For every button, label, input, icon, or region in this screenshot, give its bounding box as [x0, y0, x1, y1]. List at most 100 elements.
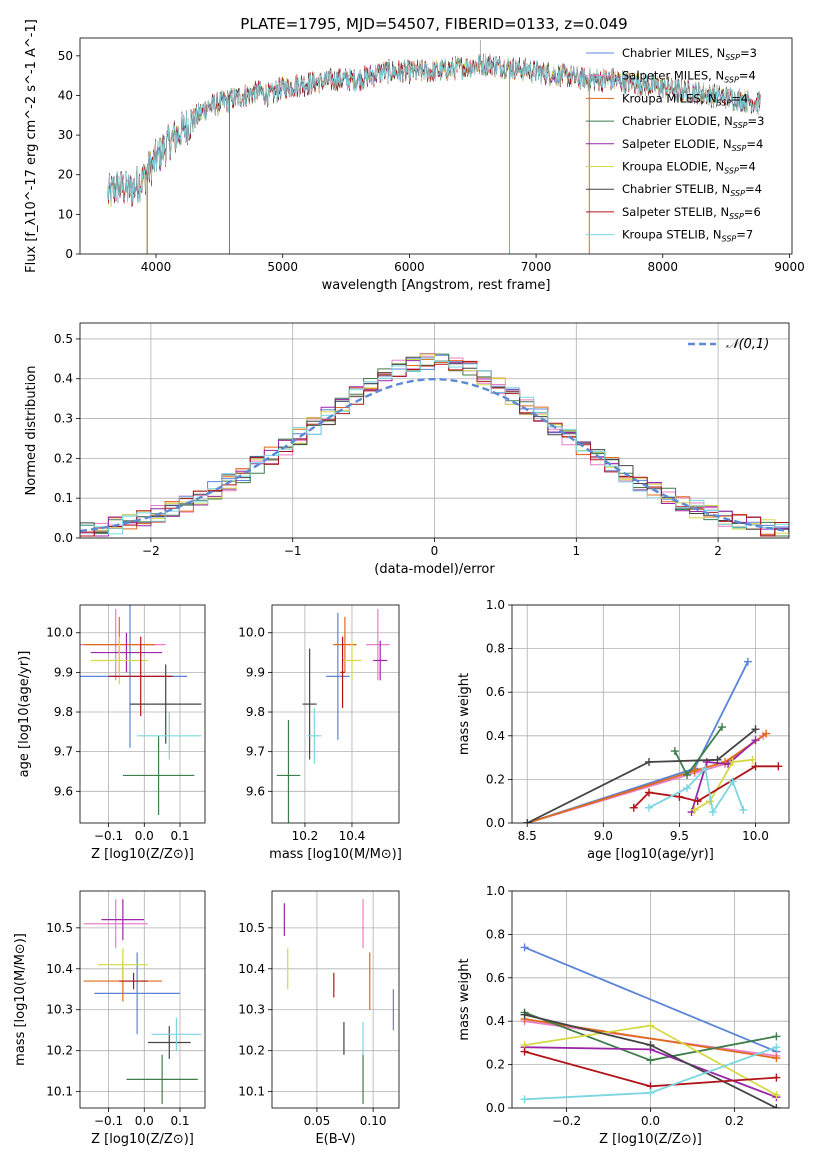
weight-series-6: [520, 1010, 781, 1108]
x-tick-label: 10.2: [292, 829, 319, 843]
plot-area-massweight_vs_age: [523, 657, 783, 823]
chart-massweight_vs_Z: −0.2 0.0 0.2 0.0 0.2 0.4 0.6 0.8 1.0 Z [log10(Z/Z…: [457, 884, 790, 1147]
figure-title: PLATE=1795, MJD=54507, FIBERID=0133, z=0…: [240, 15, 627, 33]
normal-reference-curve: [80, 378, 789, 533]
chart-age_vs_Z: −0.1 0.0 0.1 9.6 9.7 9.8 9.9 10.0 Z [log10(Z/Z⊙)…: [17, 604, 206, 862]
y-tick-label: 9.7: [54, 745, 73, 759]
x-tick-label: 0.0: [135, 829, 154, 843]
y-tick-label: 10.2: [238, 1044, 265, 1058]
y-tick-label: 10.3: [46, 1003, 73, 1017]
x-tick-label: −0.2: [552, 1114, 581, 1128]
plot-area-mass_vs_Z: [83, 899, 202, 1104]
y-tick-label: 10.4: [46, 962, 73, 976]
weight-series-5: [520, 1021, 781, 1099]
x-tick-label: −2: [142, 544, 160, 558]
legend-entry: Kroupa ELODIE, NSSP=4: [622, 160, 756, 176]
y-tick-label: 0.8: [486, 642, 505, 656]
y-tick-label: 9.9: [54, 665, 73, 679]
plot-area-mass_vs_ebv: [283, 899, 394, 1104]
legend-entry: Chabrier STELIB, NSSP=4: [622, 182, 762, 198]
x-tick-label: 0.1: [170, 829, 189, 843]
y-axis-label: Normed distribution: [24, 366, 39, 496]
weight-series-5: [690, 755, 757, 814]
x-tick-label: 0.10: [360, 1114, 387, 1128]
x-tick-label: 9000: [774, 260, 805, 274]
y-tick-label: 0.0: [54, 531, 73, 545]
y-tick-label: 10.5: [238, 921, 265, 935]
y-tick-label: 10.1: [238, 1085, 265, 1099]
legend-entry: Salpeter MILES, NSSP=4: [622, 69, 756, 85]
errorbar-point: [122, 735, 195, 816]
errorbar-point: [340, 636, 345, 709]
legend-entry: Chabrier MILES, NSSP=3: [622, 46, 757, 62]
y-tick-label: 9.6: [246, 784, 265, 798]
x-axis-label: Z [log10(Z/Z⊙)]: [91, 1132, 194, 1147]
errorbar-point: [373, 640, 388, 681]
y-tick-label: 0.6: [486, 971, 505, 985]
errorbar-point: [276, 719, 301, 823]
chart-residuals: −2 −1 0 1 2 0.0 0.1 0.2 0.3 0.4 0.5 (data-model)/er…: [24, 322, 790, 577]
x-tick-label: −0.1: [94, 829, 123, 843]
errorbar-point: [119, 972, 148, 990]
y-tick-label: 0.4: [54, 372, 73, 386]
x-tick-label: 0.0: [641, 1114, 660, 1128]
errorbar-point: [108, 636, 173, 716]
errorbar-point: [90, 636, 148, 685]
y-tick-label: 9.9: [246, 665, 265, 679]
plot-area-massweight_vs_Z: [520, 943, 781, 1108]
weight-series-8: [520, 1043, 781, 1104]
y-tick-label: 20: [58, 168, 73, 182]
legend-entry: Salpeter STELIB, NSSP=6: [622, 205, 761, 221]
errorbar-point: [326, 612, 350, 740]
errorbar-point: [333, 616, 357, 673]
axes-frame: [511, 604, 790, 824]
errorbar-point: [97, 948, 148, 982]
y-tick-label: 10.0: [46, 626, 73, 640]
axes-frame: [79, 890, 206, 1109]
y-tick-label: 10.2: [46, 1044, 73, 1058]
y-tick-label: 0.2: [486, 1058, 505, 1072]
x-tick-label: 2: [714, 544, 722, 558]
errorbar-point: [137, 712, 202, 760]
y-tick-label: 9.8: [54, 705, 73, 719]
legend-entry: Salpeter ELODIE, NSSP=4: [622, 137, 763, 153]
y-tick-label: 0.6: [486, 685, 505, 699]
x-tick-label: 5000: [267, 260, 298, 274]
x-tick-label: 1: [572, 544, 580, 558]
y-tick-label: 50: [58, 49, 73, 63]
x-axis-label: Z [log10(Z/Z⊙)]: [91, 847, 194, 862]
x-tick-label: 10.4: [339, 829, 366, 843]
y-tick-label: 0.3: [54, 412, 73, 426]
y-tick-label: 0.4: [486, 1014, 505, 1028]
y-tick-label: 10.4: [238, 962, 265, 976]
weight-series-0: [523, 657, 752, 823]
chart-mass_vs_ebv: 0.05 0.10 10.1 10.2 10.3 10.4 10.5 E(B-V): [238, 890, 400, 1147]
y-tick-label: 30: [58, 128, 73, 142]
y-tick-label: 0.1: [54, 491, 73, 505]
errorbar-point: [307, 708, 322, 764]
legend-entry: Kroupa STELIB, NSSP=7: [622, 228, 753, 244]
y-tick-label: 10.3: [238, 1003, 265, 1017]
y-tick-label: 0: [65, 247, 73, 261]
y-tick-label: 0.2: [486, 772, 505, 786]
y-tick-label: 1.0: [486, 598, 505, 612]
x-axis-label: E(B-V): [315, 1132, 355, 1147]
axes-frame: [79, 322, 790, 539]
errorbar-point: [366, 608, 390, 681]
y-tick-label: 0.5: [54, 332, 73, 346]
weight-series-3: [670, 723, 727, 780]
axes-frame: [79, 37, 793, 255]
errorbar-point: [147, 1026, 191, 1059]
legend-entry: Kroupa MILES, NSSP=4: [622, 91, 748, 107]
y-tick-label: 0.8: [486, 927, 505, 941]
weight-series-8: [644, 764, 748, 817]
x-axis-label: age [log10(age/yr)]: [587, 847, 714, 862]
y-tick-label: 10.5: [46, 921, 73, 935]
weight-series-0: [520, 943, 781, 1056]
y-tick-label: 0.4: [486, 729, 505, 743]
axes-frame: [511, 890, 790, 1109]
x-axis-label: Z [log10(Z/Z⊙)]: [599, 1132, 702, 1147]
y-axis-label: age [log10(age/yr)]: [17, 651, 32, 778]
weight-series-7: [629, 762, 783, 812]
